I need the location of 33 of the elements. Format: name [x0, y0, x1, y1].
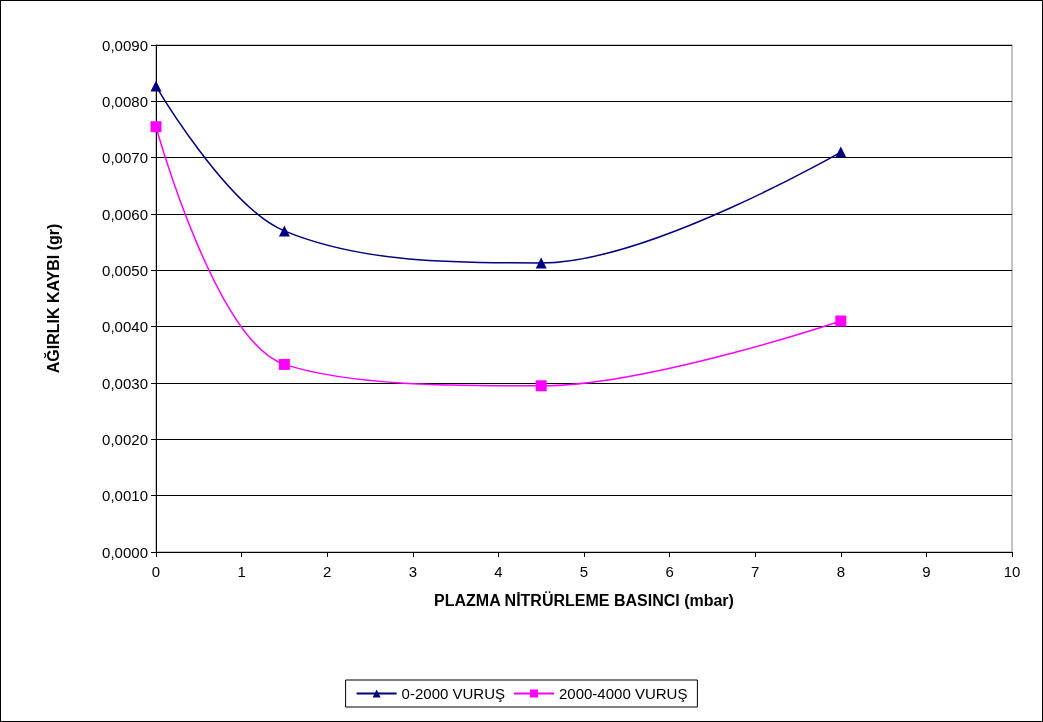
point [150, 121, 162, 133]
x-tick-label: 9 [922, 563, 931, 580]
point [150, 80, 162, 92]
x-tick-label: 3 [408, 563, 417, 580]
y-tick-label: 0,0090 [102, 36, 148, 54]
x-tick-label: 6 [665, 563, 674, 580]
y-tick-label: 0,0000 [102, 543, 148, 561]
x-tick-label: 10 [1003, 563, 1021, 580]
x-axis-title: PLAZMA NİTRÜRLEME BASINCI (mbar) [434, 590, 734, 609]
x-tick-label: 1 [237, 563, 246, 580]
y-tick-label: 0,0080 [102, 92, 148, 110]
y-tick-label: 0,0060 [102, 205, 148, 223]
point [535, 257, 547, 269]
x-tick-label: 8 [836, 563, 845, 580]
point [835, 146, 847, 158]
y-tick-label: 0,0050 [102, 261, 148, 279]
legend-label: 0-2000 VURUŞ [401, 685, 505, 702]
y-tick-label: 0,0030 [102, 374, 148, 392]
y-tick-label: 0,0020 [102, 430, 148, 448]
y-axis-title: AĞIRLIK KAYBI (gr) [43, 223, 62, 374]
point [278, 358, 290, 370]
y-tick-label: 0,0010 [102, 487, 148, 505]
point [278, 225, 290, 237]
y-tick-label: 0,0070 [102, 149, 148, 167]
point [535, 380, 547, 392]
x-tick-label: 5 [579, 563, 589, 580]
x-tick-label: 7 [751, 563, 760, 580]
legend-label: 2000-4000 VURUŞ [558, 685, 688, 702]
point [835, 315, 847, 327]
y-tick-label: 0,0040 [102, 318, 148, 336]
x-tick-label: 2 [323, 563, 332, 580]
x-tick-label: 0 [151, 563, 161, 580]
x-tick-label: 4 [494, 563, 503, 580]
